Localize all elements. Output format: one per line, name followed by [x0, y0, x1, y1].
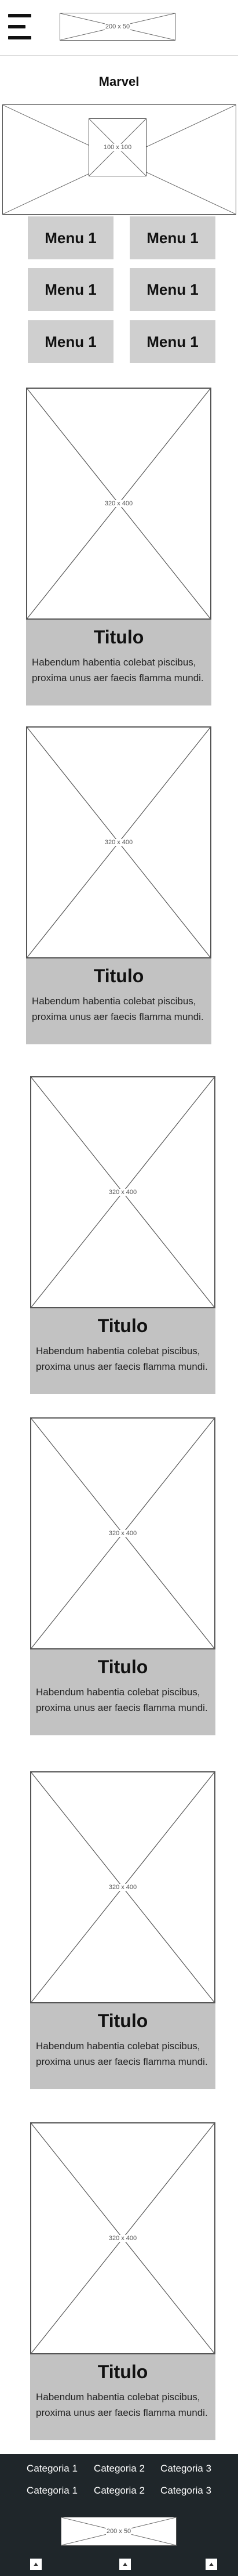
card-text: Habendum habentia colebat piscibus, prox…: [36, 1687, 208, 1713]
hero-logo-size-label: 100 x 100: [102, 144, 133, 151]
footer-category-link[interactable]: Categoria 1: [27, 2463, 78, 2474]
card-title: Titulo: [97, 1656, 148, 1677]
social-icon[interactable]: [206, 2559, 217, 2570]
footer: [0, 2454, 238, 2576]
card-image-placeholder[interactable]: 320 x 400: [30, 2122, 215, 2354]
card-image-size-label: 320 x 400: [104, 839, 134, 846]
social-icon[interactable]: [119, 2559, 131, 2570]
card-image-placeholder[interactable]: 320 x 400: [30, 1771, 215, 2003]
card-body: Titulo Habendum habentia colebat piscibu…: [30, 1308, 215, 1394]
footer-category-link[interactable]: Categoria 3: [160, 2485, 211, 2496]
card-body: Titulo Habendum habentia colebat piscibu…: [26, 620, 211, 705]
menu-button-1[interactable]: Menu 1: [28, 216, 113, 259]
card-image-size-label: 320 x 400: [108, 1189, 138, 1196]
card-title: Titulo: [93, 627, 144, 647]
card-image-placeholder[interactable]: 320 x 400: [30, 1417, 215, 1649]
header-logo-size-label: 200 x 50: [104, 23, 131, 30]
footer-category-link[interactable]: Categoria 3: [160, 2463, 211, 2474]
footer-logo-placeholder[interactable]: 200 x 50: [61, 2517, 177, 2546]
card-text: Habendum habentia colebat piscibus, prox…: [36, 1345, 208, 1372]
page-title: Marvel: [98, 74, 140, 89]
header-logo-placeholder[interactable]: 200 x 50: [60, 13, 175, 41]
menu-button-5[interactable]: Menu 1: [28, 320, 113, 363]
card-image-placeholder[interactable]: 320 x 400: [30, 1076, 215, 1308]
footer-category-link[interactable]: Categoria 2: [94, 2463, 145, 2474]
menu-button-2[interactable]: Menu 1: [130, 216, 215, 259]
header: 200 x 50: [0, 0, 238, 56]
card-image-size-label: 320 x 400: [108, 1884, 138, 1891]
card-body: Titulo Habendum habentia colebat piscibu…: [30, 2354, 215, 2440]
card-text: Habendum habentia colebat piscibus, prox…: [36, 2392, 208, 2418]
footer-category-link[interactable]: Categoria 2: [94, 2485, 145, 2496]
card-image-placeholder[interactable]: 320 x 400: [26, 388, 211, 620]
card-image-size-label: 320 x 400: [104, 500, 134, 507]
card-image-size-label: 320 x 400: [108, 1530, 138, 1537]
card-image-placeholder[interactable]: 320 x 400: [26, 726, 211, 958]
menu-button-3[interactable]: Menu 1: [28, 268, 113, 311]
card-title: Titulo: [93, 965, 144, 986]
card-image-size-label: 320 x 400: [108, 2235, 138, 2242]
hero-logo-placeholder: 100 x 100: [89, 118, 147, 176]
social-icon[interactable]: [30, 2559, 42, 2570]
card-body: Titulo Habendum habentia colebat piscibu…: [30, 2003, 215, 2089]
footer-logo-size-label: 200 x 50: [105, 2528, 132, 2535]
hamburger-menu-icon[interactable]: [8, 14, 31, 41]
menu-button-4[interactable]: Menu 1: [130, 268, 215, 311]
card-title: Titulo: [97, 1315, 148, 1336]
card-text: Habendum habentia colebat piscibus, prox…: [32, 996, 204, 1022]
menu-button-6[interactable]: Menu 1: [130, 320, 215, 363]
card-text: Habendum habentia colebat piscibus, prox…: [32, 657, 204, 683]
card-body: Titulo Habendum habentia colebat piscibu…: [26, 958, 211, 1044]
card-text: Habendum habentia colebat piscibus, prox…: [36, 2040, 208, 2067]
card-body: Titulo Habendum habentia colebat piscibu…: [30, 1649, 215, 1735]
card-title: Titulo: [97, 2361, 148, 2382]
footer-category-link[interactable]: Categoria 1: [27, 2485, 78, 2496]
card-title: Titulo: [97, 2010, 148, 2031]
